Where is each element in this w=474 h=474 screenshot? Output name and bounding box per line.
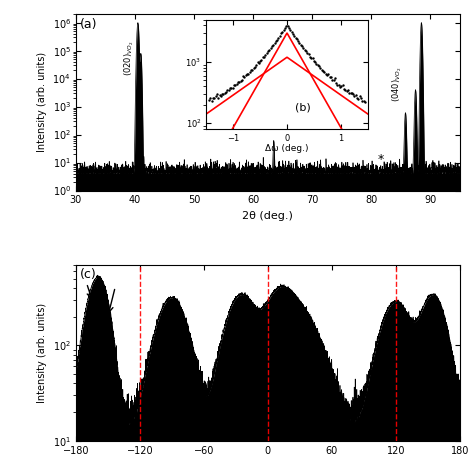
Text: (c): (c) [80,268,96,281]
Text: $(020)_{VO_2}$: $(020)_{VO_2}$ [123,41,136,76]
Y-axis label: Intensity (arb. units): Intensity (arb. units) [37,52,47,153]
Text: (a): (a) [80,18,97,31]
X-axis label: 2θ (deg.): 2θ (deg.) [242,211,293,221]
Text: $(040)_{VO_2}$: $(040)_{VO_2}$ [390,66,404,101]
Y-axis label: Intensity (arb. units): Intensity (arb. units) [37,302,47,403]
